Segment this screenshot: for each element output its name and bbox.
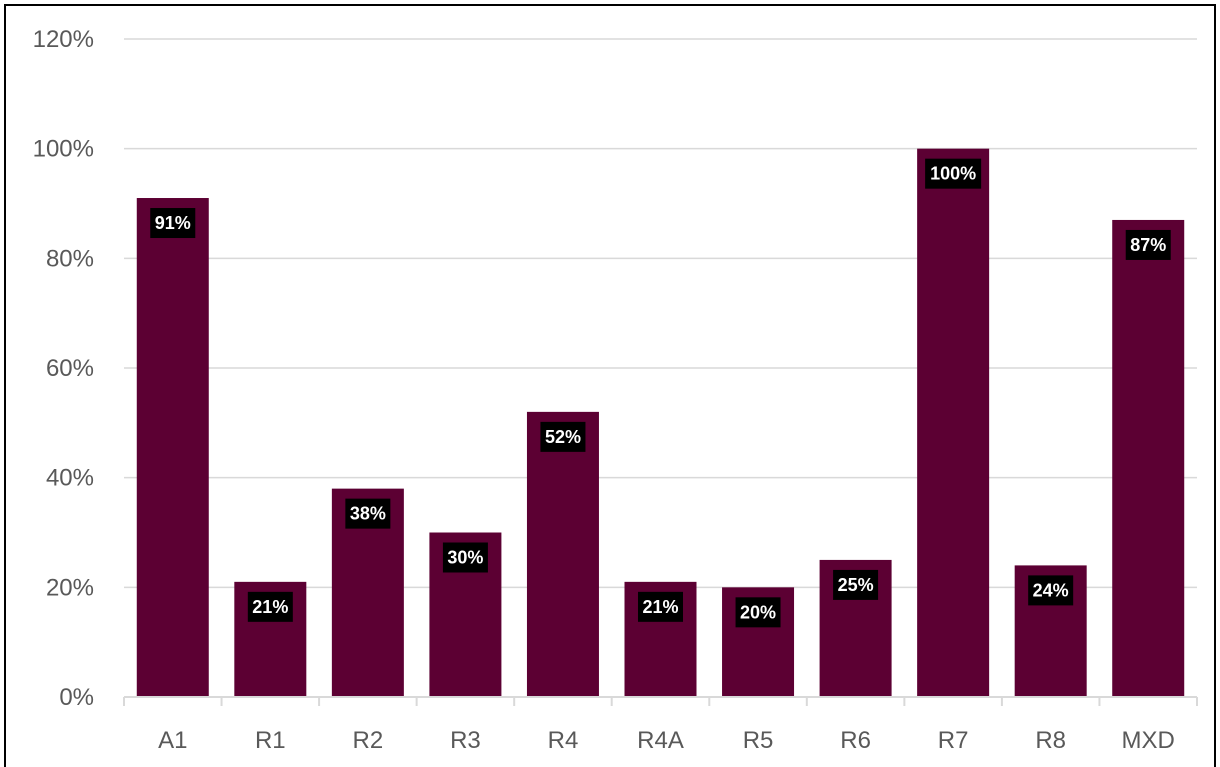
x-tick-label: MXD	[1122, 727, 1175, 754]
data-label-background	[1125, 229, 1171, 260]
data-label: 30%	[447, 548, 483, 568]
x-tick-label: R6	[840, 727, 871, 754]
data-label-background	[925, 158, 982, 189]
x-tick-label: R2	[353, 727, 384, 754]
x-tick-label: R5	[743, 727, 774, 754]
data-label-background	[1028, 575, 1074, 606]
bar	[526, 411, 599, 697]
data-label: 100%	[930, 164, 976, 184]
data-label-background	[150, 208, 196, 239]
data-label-background	[442, 542, 488, 573]
gridlines	[124, 38, 1197, 589]
data-label: 25%	[838, 575, 874, 595]
y-axis-tick-labels: 0% 20% 40% 60% 80% 100% 120%	[33, 26, 94, 711]
y-tick-label: 80%	[46, 245, 94, 272]
y-tick-label: 100%	[33, 136, 94, 163]
data-label: 21%	[642, 597, 678, 617]
y-tick-label: 0%	[59, 684, 94, 711]
x-tick-label: R4	[548, 727, 579, 754]
data-label: 21%	[252, 597, 288, 617]
data-label-background	[638, 591, 683, 622]
data-label-background	[735, 597, 781, 628]
bar	[136, 198, 209, 697]
x-tick-label: R7	[938, 727, 969, 754]
data-label-background	[247, 591, 293, 622]
data-label: 87%	[1130, 235, 1166, 255]
data-label: 20%	[740, 602, 776, 622]
data-label: 52%	[545, 427, 581, 447]
bar	[917, 148, 990, 697]
data-label: 91%	[155, 213, 191, 233]
data-label-background	[833, 569, 879, 600]
x-axis	[123, 696, 1198, 706]
y-tick-label: 40%	[46, 465, 94, 492]
x-tick-label: R8	[1035, 727, 1066, 754]
data-label: 24%	[1033, 580, 1069, 600]
y-tick-label: 60%	[46, 355, 94, 382]
x-tick-label: R3	[450, 727, 481, 754]
x-axis-tick-labels: A1 R1 R2 R3 R4 R4A R5 R6 R7 R8 MXD	[158, 727, 1175, 754]
data-label-background	[540, 421, 586, 452]
bar	[1112, 219, 1185, 697]
x-tick-label: R4A	[637, 727, 684, 754]
bars: 91% 21% 38% 30% 52% 21% 20% 25% 100% 24% 87%	[136, 148, 1185, 697]
y-tick-label: 20%	[46, 574, 94, 601]
x-tick-label: R1	[255, 727, 286, 754]
data-label: 38%	[350, 504, 386, 524]
x-tick-label: A1	[158, 727, 187, 754]
y-tick-label: 120%	[33, 26, 94, 53]
data-label-background	[345, 498, 391, 529]
